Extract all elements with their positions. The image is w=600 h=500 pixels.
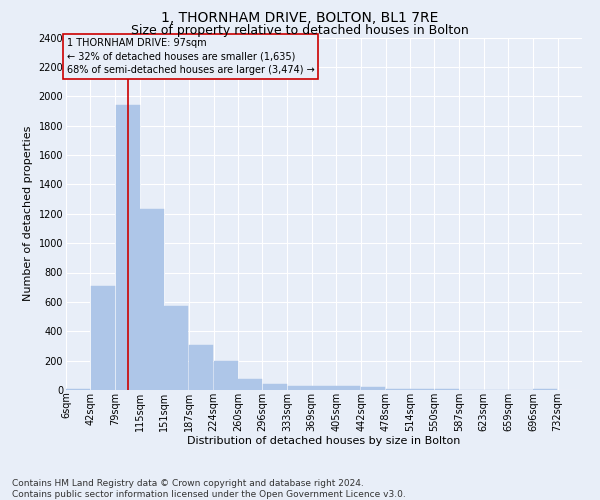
Text: 1, THORNHAM DRIVE, BOLTON, BL1 7RE: 1, THORNHAM DRIVE, BOLTON, BL1 7RE bbox=[161, 11, 439, 25]
Bar bbox=[214, 360, 238, 390]
Bar bbox=[337, 386, 361, 390]
Text: 1 THORNHAM DRIVE: 97sqm
← 32% of detached houses are smaller (1,635)
68% of semi: 1 THORNHAM DRIVE: 97sqm ← 32% of detache… bbox=[67, 38, 314, 74]
Bar bbox=[361, 387, 385, 390]
Bar bbox=[312, 386, 336, 390]
Bar bbox=[410, 388, 434, 390]
Bar bbox=[263, 384, 287, 390]
Text: Contains HM Land Registry data © Crown copyright and database right 2024.
Contai: Contains HM Land Registry data © Crown c… bbox=[12, 479, 406, 499]
Text: Size of property relative to detached houses in Bolton: Size of property relative to detached ho… bbox=[131, 24, 469, 37]
Bar bbox=[189, 345, 213, 390]
Bar bbox=[238, 379, 262, 390]
X-axis label: Distribution of detached houses by size in Bolton: Distribution of detached houses by size … bbox=[187, 436, 461, 446]
Bar bbox=[287, 386, 311, 390]
Bar bbox=[116, 105, 140, 390]
Bar bbox=[91, 286, 115, 390]
Bar bbox=[66, 388, 90, 390]
Bar bbox=[164, 306, 188, 390]
Y-axis label: Number of detached properties: Number of detached properties bbox=[23, 126, 33, 302]
Bar bbox=[533, 388, 557, 390]
Bar bbox=[140, 210, 164, 390]
